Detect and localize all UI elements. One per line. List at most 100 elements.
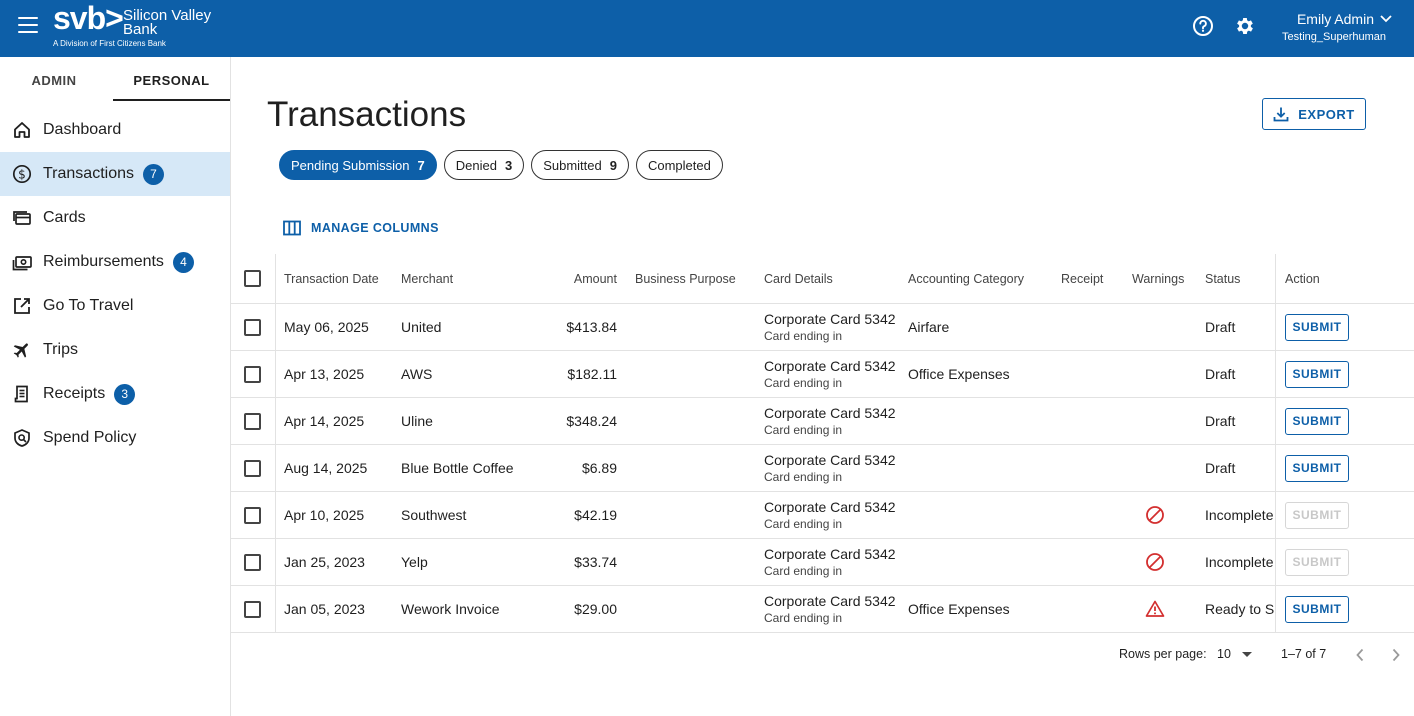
submit-button[interactable]: SUBMIT [1285, 313, 1349, 341]
chevron-left-icon [1356, 648, 1364, 662]
submit-button[interactable]: SUBMIT [1285, 454, 1349, 482]
cell-business-purpose [635, 492, 755, 538]
blocked-icon[interactable] [1145, 552, 1165, 572]
cell-card-details: Corporate Card 5342 Card ending in [764, 539, 904, 585]
sidebar-item-label: Receipts [43, 385, 106, 402]
cell-card-details: Corporate Card 5342 Card ending in [764, 586, 904, 632]
row-checkbox[interactable] [244, 600, 261, 618]
sidebar-item-dashboard[interactable]: Dashboard [0, 108, 230, 152]
col-card-details[interactable]: Card Details [764, 271, 833, 286]
sidebar-item-label: Transactions [43, 165, 134, 182]
sidebar-item-cards[interactable]: Cards [0, 196, 230, 240]
chevron-down-icon [1380, 15, 1392, 23]
columns-icon [283, 220, 301, 236]
table-row[interactable]: Aug 14, 2025 Blue Bottle Coffee $6.89 Corpo… [231, 445, 1414, 492]
cell-action: SUBMIT [1275, 539, 1414, 585]
cell-receipt [1061, 586, 1121, 632]
col-accounting-category[interactable]: Accounting Category [908, 271, 1025, 286]
card-ending: Card ending in [764, 563, 843, 578]
submit-button: SUBMIT [1285, 548, 1349, 576]
card-ending: Card ending in [764, 422, 843, 437]
cell-transaction-date: Aug 14, 2025 [284, 460, 368, 476]
manage-columns-button[interactable]: MANAGE COLUMNS [283, 220, 439, 236]
table-row[interactable]: Jan 25, 2023 Yelp $33.74 Corporate Card 534… [231, 539, 1414, 586]
chip-label: Completed [647, 157, 711, 173]
row-checkbox[interactable] [244, 412, 261, 430]
col-receipt[interactable]: Receipt [1061, 271, 1104, 286]
cell-amount: $29.00 [574, 601, 617, 617]
row-checkbox[interactable] [244, 318, 261, 336]
table-row[interactable]: May 06, 2025 United $413.84 Corporate Card … [231, 304, 1414, 351]
select-all-cell [244, 254, 264, 303]
sidebar-item-spend-policy[interactable]: Spend Policy [0, 416, 230, 460]
home-icon [12, 120, 32, 140]
cell-merchant: Yelp [401, 554, 428, 570]
col-amount[interactable]: Amount [573, 271, 617, 286]
sidebar-item-go-to-travel[interactable]: Go To Travel [0, 284, 230, 328]
chip-count: 9 [609, 157, 617, 173]
cell-accounting-category: Airfare [908, 319, 950, 335]
cell-warnings [1132, 351, 1192, 397]
submit-button[interactable]: SUBMIT [1285, 595, 1349, 623]
submit-button[interactable]: SUBMIT [1285, 407, 1349, 435]
chip-pending-submission[interactable]: Pending Submission 7 [279, 150, 437, 180]
page-range: 1–7 of 7 [1281, 647, 1327, 661]
tab-personal[interactable]: PERSONAL [113, 57, 230, 101]
cell-accounting-category: Office Expenses [908, 601, 1010, 617]
chip-label: Pending Submission [291, 157, 410, 173]
next-page-button[interactable] [1386, 645, 1406, 665]
cell-warnings [1132, 492, 1192, 538]
col-warnings[interactable]: Warnings [1132, 271, 1185, 286]
chip-denied[interactable]: Denied 3 [443, 150, 525, 180]
table-row[interactable]: Apr 14, 2025 Uline $348.24 Corporate Card 5… [231, 398, 1414, 445]
col-status[interactable]: Status [1205, 271, 1241, 286]
menu-icon[interactable] [18, 17, 38, 33]
row-select-cell [244, 539, 264, 585]
sidebar-item-trips[interactable]: Trips [0, 328, 230, 372]
table-body: May 06, 2025 United $413.84 Corporate Card … [231, 304, 1414, 633]
cell-amount: $413.84 [566, 319, 617, 335]
cell-action: SUBMIT [1275, 445, 1414, 491]
table-row[interactable]: Apr 13, 2025 AWS $182.11 Corporate Card 534… [231, 351, 1414, 398]
chip-completed[interactable]: Completed [635, 150, 723, 180]
chevron-right-icon [1392, 648, 1400, 662]
cell-warnings [1132, 586, 1192, 632]
col-transaction-date[interactable]: Transaction Date [284, 271, 379, 286]
chip-submitted[interactable]: Submitted 9 [531, 150, 629, 180]
cell-card-details: Corporate Card 5342 Card ending in [764, 398, 904, 444]
cell-business-purpose [635, 304, 755, 350]
col-business-purpose[interactable]: Business Purpose [635, 271, 736, 286]
gear-icon[interactable] [1234, 15, 1256, 37]
submit-button[interactable]: SUBMIT [1285, 360, 1349, 388]
tab-admin[interactable]: ADMIN [31, 73, 77, 88]
previous-page-button[interactable] [1350, 645, 1370, 665]
help-icon[interactable] [1192, 15, 1214, 37]
logo-division: A Division of First Citizens Bank [53, 39, 166, 48]
svb-logo[interactable]: svb> Silicon Valley Bank A Division of F… [53, 0, 223, 52]
table-row[interactable]: Jan 05, 2023 Wework Invoice $29.00 Corporat… [231, 586, 1414, 633]
row-checkbox[interactable] [244, 506, 261, 524]
blocked-icon[interactable] [1145, 505, 1165, 525]
table-row[interactable]: Apr 10, 2025 Southwest $42.19 Corporate Car… [231, 492, 1414, 539]
row-checkbox[interactable] [244, 365, 261, 383]
transactions-count-badge: 7 [143, 163, 164, 185]
sidebar-item-transactions[interactable]: $ Transactions 7 [0, 152, 230, 196]
row-select-cell [244, 445, 264, 491]
col-merchant[interactable]: Merchant [401, 271, 454, 286]
cell-status: Ready to Su [1205, 601, 1275, 617]
rows-per-page-select[interactable]: 10 [1217, 647, 1252, 661]
cell-receipt [1061, 351, 1121, 397]
logo-bank-line1: Silicon Valley [123, 7, 212, 24]
sidebar-item-reimbursements[interactable]: Reimbursements 4 [0, 240, 230, 284]
export-button[interactable]: EXPORT [1262, 98, 1366, 130]
sidebar-item-receipts[interactable]: Receipts 3 [0, 372, 230, 416]
cell-status: Draft [1205, 413, 1236, 429]
user-menu[interactable]: Emily Admin Testing_Superhuman [1282, 11, 1392, 44]
warning-triangle-icon[interactable] [1145, 599, 1165, 619]
select-all-checkbox[interactable] [244, 270, 261, 287]
cell-action: SUBMIT [1275, 398, 1414, 444]
cell-merchant: AWS [401, 366, 433, 382]
row-checkbox[interactable] [244, 459, 261, 477]
cell-status: Incomplete [1205, 554, 1274, 570]
row-checkbox[interactable] [244, 553, 261, 571]
